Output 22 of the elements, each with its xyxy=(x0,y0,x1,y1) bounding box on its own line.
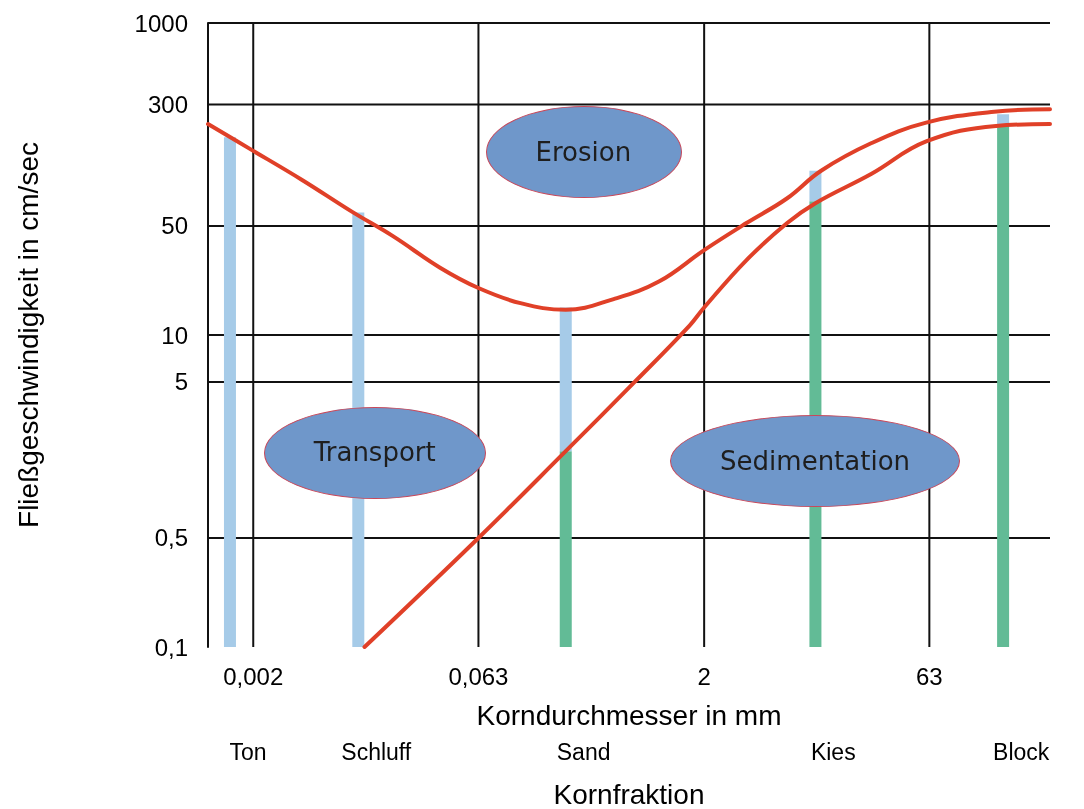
y-tick-label: 300 xyxy=(147,91,188,119)
y-tick-label: 50 xyxy=(161,212,188,240)
text: Sand xyxy=(556,738,611,765)
text: Block xyxy=(993,738,1050,765)
annotation: Transport xyxy=(313,437,436,468)
text: Kies xyxy=(810,738,856,765)
y-tick-label: 1000 xyxy=(134,9,188,37)
y-tick-label: 5 xyxy=(174,368,188,396)
y-tick-label: 0,1 xyxy=(154,633,188,661)
x-tick-label: 2 xyxy=(697,662,711,690)
x-axis-title: Korndurchmesser in mm xyxy=(476,699,782,731)
y-tick-label: 10 xyxy=(161,321,188,349)
y-axis-title: Fließgeschwindigkeit in cm/sec xyxy=(12,142,44,528)
x-tick-label: 0,063 xyxy=(448,662,509,690)
text: Schluff xyxy=(341,738,412,765)
x-tick-label: 63 xyxy=(916,662,943,690)
text: Kornfraktion xyxy=(553,778,705,809)
text: Ton xyxy=(229,738,267,765)
x-tick-label: 0,002 xyxy=(223,662,284,690)
annotation: Erosion xyxy=(535,136,632,167)
y-tick-label: 0,5 xyxy=(154,524,188,552)
annotation: Sedimentation xyxy=(720,445,911,476)
